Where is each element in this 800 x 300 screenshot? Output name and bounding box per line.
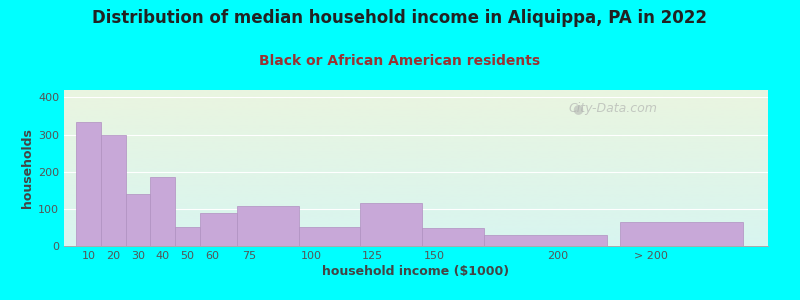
Bar	[200, 213, 237, 246]
Y-axis label: households: households	[21, 128, 34, 208]
Bar	[298, 227, 361, 246]
Bar	[126, 194, 150, 246]
Text: Black or African American residents: Black or African American residents	[259, 54, 541, 68]
Bar	[101, 135, 126, 246]
Bar	[620, 222, 743, 246]
Bar	[361, 203, 422, 246]
Text: ●: ●	[573, 102, 583, 115]
Text: City-Data.com: City-Data.com	[569, 102, 658, 115]
Bar	[150, 177, 175, 246]
Text: Distribution of median household income in Aliquippa, PA in 2022: Distribution of median household income …	[93, 9, 707, 27]
Bar	[76, 122, 101, 246]
X-axis label: household income ($1000): household income ($1000)	[322, 265, 510, 278]
Bar	[484, 235, 607, 246]
Bar	[237, 206, 298, 246]
Bar	[175, 227, 200, 246]
Bar	[422, 228, 484, 246]
